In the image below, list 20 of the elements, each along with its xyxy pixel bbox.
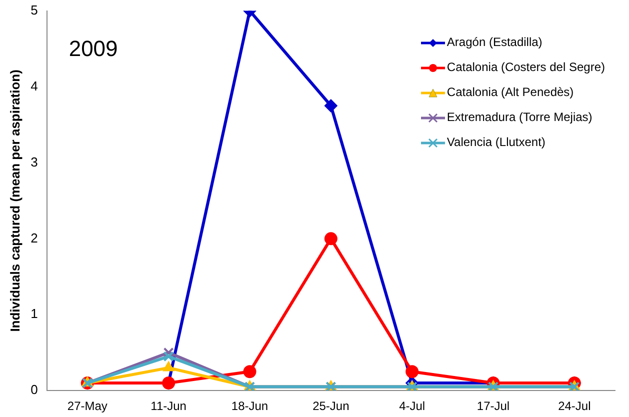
y-tick-label: 5 — [30, 2, 38, 18]
y-axis-title: Individuals captured (mean per aspiration) — [7, 70, 22, 332]
legend-label: Catalonia (Costers del Segre) — [446, 59, 605, 76]
x-tick-label: 24-Jul — [558, 399, 591, 414]
x-tick-label: 11-Jun — [150, 399, 186, 414]
x-tick-label: 4-Jul — [399, 399, 426, 414]
x-tick-label: 17-Jul — [476, 399, 510, 414]
legend-label: Valencia (Llutxent) — [446, 134, 546, 151]
y-tick-label: 3 — [30, 154, 38, 170]
y-tick-label: 4 — [30, 78, 38, 94]
y-tick-label: 1 — [30, 306, 38, 322]
annotation: 2009 — [68, 36, 118, 61]
y-tick-label: 2 — [30, 230, 38, 246]
y-tick-label: 0 — [30, 382, 38, 398]
x-tick-label: 27-May — [67, 399, 108, 414]
legend-label: Extremadura (Torre Mejias) — [446, 109, 592, 126]
x-tick-label: 25-Jun — [312, 399, 350, 414]
x-tick-label: 18-Jun — [231, 399, 268, 414]
legend-label: Catalonia (Alt Penedès) — [446, 84, 574, 101]
legend-label: Aragón (Estadilla) — [446, 34, 542, 51]
